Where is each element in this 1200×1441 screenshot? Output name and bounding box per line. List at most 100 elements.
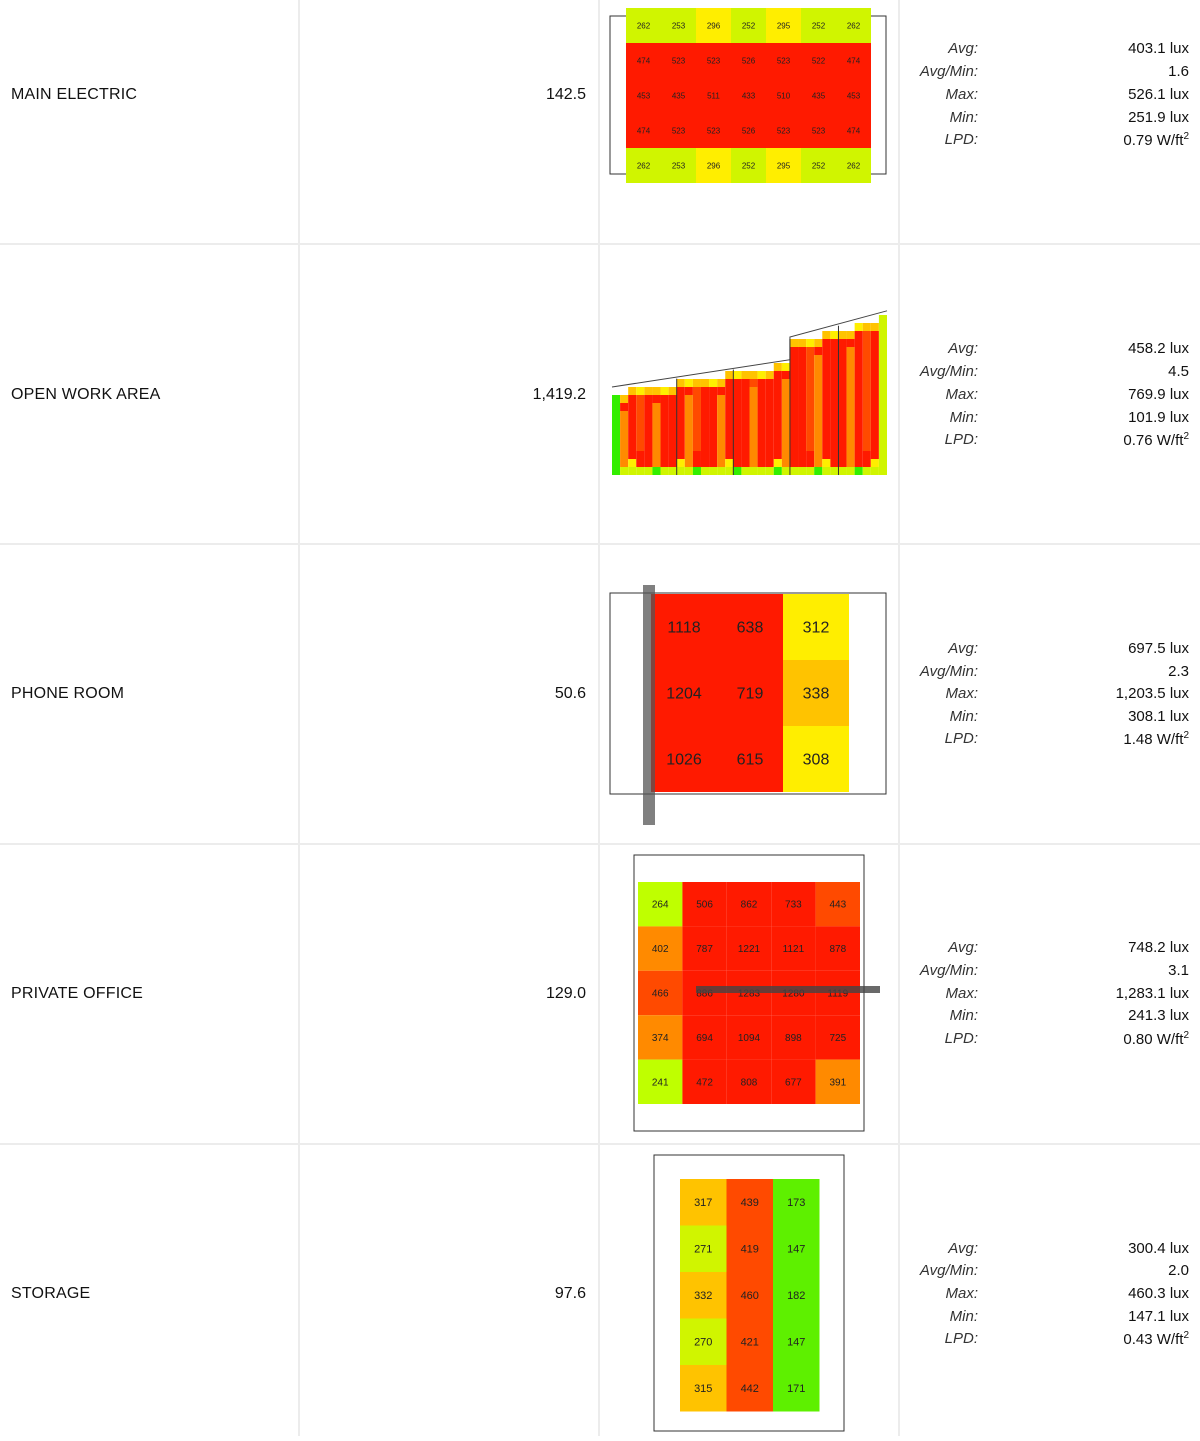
- heatmap-cell-value: 435: [812, 91, 826, 100]
- heatmap-cell: [757, 387, 766, 395]
- heatmap-cell: [783, 660, 849, 726]
- heatmap-cell: [626, 43, 661, 78]
- heatmap-cell: [765, 411, 774, 419]
- heatmap-cell: [676, 435, 685, 443]
- heatmap-cell: [806, 371, 815, 379]
- heatmap-cell: [789, 403, 799, 411]
- avg-min-value: 1.6: [1168, 63, 1189, 80]
- heatmap-cell: [757, 403, 766, 411]
- luminaire-bar: [696, 986, 880, 993]
- heatmap-cell: [806, 459, 815, 467]
- heatmap-cell: [862, 363, 871, 371]
- heatmap-cell: [798, 387, 807, 395]
- heatmap-cell: [773, 1225, 820, 1272]
- heatmap-cell: [862, 395, 871, 403]
- heatmap-cell: [725, 451, 734, 459]
- heatmap-cell: [612, 443, 621, 451]
- heatmap-cell: [741, 435, 750, 443]
- heatmap-cell-value: 677: [785, 1077, 802, 1088]
- heatmap-cell: [870, 363, 879, 371]
- heatmap-cell: [838, 379, 847, 387]
- min-label: Min:: [949, 708, 978, 725]
- heatmap-cell: [870, 331, 879, 339]
- heatmap-cell: [822, 427, 831, 435]
- heatmap-cell: [870, 451, 879, 459]
- heatmap-cell: [830, 347, 839, 355]
- heatmap-cell: [684, 411, 693, 419]
- heatmap-cell: [684, 427, 693, 435]
- heatmap-cell: [814, 435, 823, 443]
- heatmap-cell-value: 453: [637, 91, 651, 100]
- heatmap-cell: [684, 419, 693, 427]
- heatmap-cell: [651, 660, 717, 726]
- heatmap-cell: [798, 427, 807, 435]
- heatmap-cell: [696, 148, 731, 183]
- heatmap-cell-value: 466: [652, 989, 669, 1000]
- heatmap-cell: [854, 355, 863, 363]
- heatmap-cell: [676, 395, 685, 403]
- heatmap-cell: [731, 8, 766, 43]
- heatmap-cell: [854, 347, 863, 355]
- heatmap-cell: [620, 451, 629, 459]
- heatmap-cell: [801, 78, 836, 113]
- heatmap-cell: [628, 467, 637, 475]
- room-name: PRIVATE OFFICE: [11, 985, 143, 1002]
- heatmap-cell: [636, 387, 645, 395]
- heatmap-cell: [709, 443, 718, 451]
- heatmap-cell: [636, 419, 645, 427]
- heatmap-cell: [680, 1179, 727, 1226]
- heatmap-cell: [830, 355, 839, 363]
- heatmap-cell: [862, 427, 871, 435]
- heatmap-cell: [781, 435, 790, 443]
- heatmap-cell: [636, 443, 645, 451]
- room-plot-cell: [600, 244, 900, 544]
- heatmap-cell: [846, 395, 855, 403]
- private-office-heatmap: 264 506 862 733 443 402 787 1221 1121 878 466 886 12…: [633, 854, 880, 1132]
- heatmap-cell: [709, 403, 718, 411]
- heatmap-cell: [725, 387, 734, 395]
- room-plot-cell: 262 253 296 252 295 252 262 474 523 523 526 523 522 4…: [600, 0, 900, 300]
- heatmap-cell: [878, 467, 887, 475]
- heatmap-cell: [814, 451, 823, 459]
- heatmap-cell: [717, 451, 726, 459]
- heatmap-cell: [725, 411, 734, 419]
- heatmap-cell: [676, 427, 685, 435]
- heatmap-cell: [612, 459, 621, 467]
- heatmap-cell-value: 262: [637, 161, 651, 170]
- lpd-value: 0.79 W/ft2: [1123, 131, 1189, 149]
- heatmap-cell: [733, 403, 742, 411]
- heatmap-cell: [660, 443, 669, 451]
- lpd-label: LPD:: [944, 131, 978, 148]
- heatmap-cell: [773, 443, 782, 451]
- heatmap-cell-value: 171: [787, 1383, 805, 1395]
- heatmap-cell: [822, 435, 831, 443]
- heatmap-cell-value: 1280: [782, 989, 805, 1000]
- heatmap-cell: [830, 403, 839, 411]
- heatmap-cell: [814, 443, 823, 451]
- heatmap-cell: [717, 395, 726, 403]
- heatmap-cell: [620, 435, 629, 443]
- heatmap-cell: [862, 355, 871, 363]
- heatmap-cell: [644, 395, 653, 403]
- heatmap-cell: [838, 395, 847, 403]
- heatmap-cell: [766, 8, 801, 43]
- heatmap-cell: [781, 427, 790, 435]
- heatmap-cell-value: 510: [777, 91, 791, 100]
- room-plot-cell: 1118 638 312 1204 719 338 1026 615 308: [600, 544, 900, 844]
- heatmap-cell: [709, 395, 718, 403]
- heatmap-cell: [741, 467, 750, 475]
- heatmap-cell: [846, 443, 855, 451]
- heatmap-cell-value: 523: [707, 126, 721, 135]
- heatmap-cell-value: 523: [777, 56, 791, 65]
- heatmap-cell: [846, 387, 855, 395]
- heatmap-cell: [644, 427, 653, 435]
- heatmap-cell: [862, 443, 871, 451]
- heatmap-cell: [684, 387, 693, 395]
- heatmap-cell: [644, 451, 653, 459]
- heatmap-cell: [757, 467, 766, 475]
- heatmap-cell-value: 402: [652, 944, 669, 955]
- heatmap-cell: [789, 355, 799, 363]
- heatmap-cell: [749, 403, 758, 411]
- heatmap-cell: [733, 411, 742, 419]
- heatmap-cell: [822, 419, 831, 427]
